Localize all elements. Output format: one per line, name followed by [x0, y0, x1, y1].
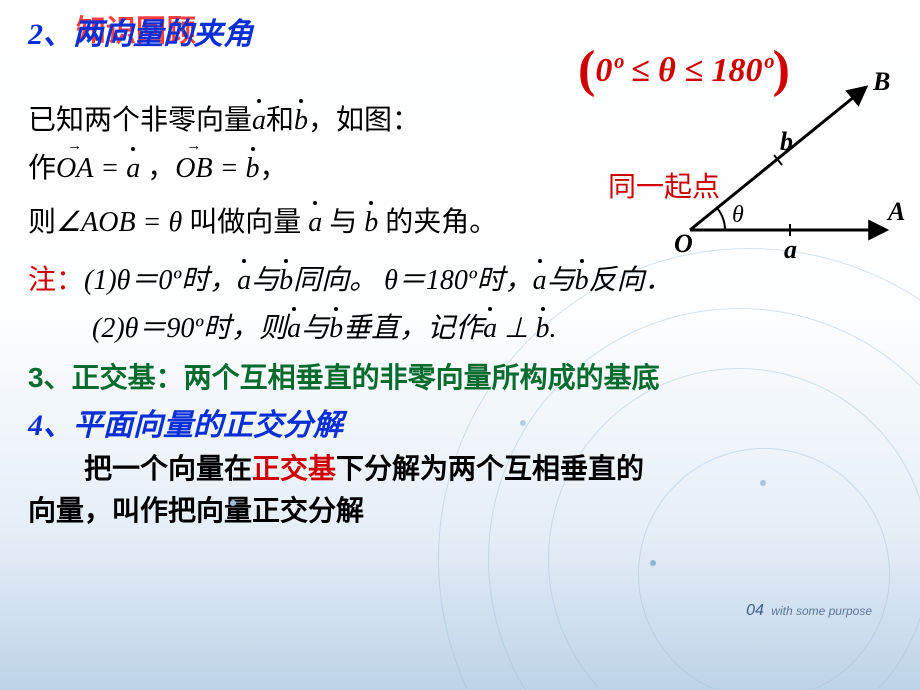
- note-label: 注：: [28, 265, 84, 296]
- txt: 叫做向量: [182, 207, 308, 238]
- txt: .: [550, 313, 557, 344]
- watermark-line: with some purpose: [771, 604, 872, 618]
- eq: =: [93, 153, 126, 184]
- perp-symbol: ⊥: [497, 313, 535, 344]
- txt: (2)θ＝90º时，则: [92, 313, 287, 344]
- note-2: (2)θ＝90º时，则a与b垂直，记作a ⊥ b.: [92, 306, 906, 346]
- paragraph: 把一个向量在正交基下分解为两个互相垂直的向量，叫作把向量正交分解: [28, 448, 668, 532]
- angle-diagram: O A B a b θ: [670, 60, 910, 260]
- bg-dot: [650, 560, 656, 566]
- vec-a: a: [287, 313, 301, 345]
- txt: 则: [28, 207, 56, 238]
- bg-dot: [520, 420, 526, 426]
- txt: 与: [301, 313, 329, 344]
- eq: =: [213, 153, 246, 184]
- vec-b: b: [575, 265, 589, 297]
- bg-dot: [760, 480, 766, 486]
- txt: ，: [260, 153, 288, 184]
- vec-b: b: [279, 265, 293, 297]
- txt: 反向．: [589, 265, 673, 296]
- txt: 把一个向量在: [28, 453, 252, 484]
- vec-a: a: [533, 265, 547, 297]
- angle-arc: [717, 208, 725, 230]
- txt: θ＝180º时，: [384, 265, 532, 296]
- vec-a: a: [126, 153, 140, 185]
- txt: 和: [266, 105, 294, 136]
- title-overlap: 知识回顾 2、两向量的夹角: [28, 6, 906, 46]
- vec-a: a: [252, 105, 266, 137]
- label-theta: θ: [732, 202, 744, 228]
- txt: 垂直，记作: [343, 313, 483, 344]
- vec-b: b: [536, 313, 550, 345]
- watermark: 04 with some purpose: [746, 602, 872, 620]
- vec-OB: OB: [175, 153, 212, 185]
- label-O: O: [674, 229, 693, 258]
- bg-dot: [230, 500, 236, 506]
- slide: 04 with some purpose 知识回顾 2、两向量的夹角 (0º ≤…: [0, 0, 920, 690]
- txt: 作: [28, 153, 56, 184]
- txt: ，: [140, 153, 175, 184]
- txt: 已知两个非零向量: [28, 105, 252, 136]
- label-a: a: [784, 235, 797, 260]
- txt: ，如图：: [308, 105, 420, 136]
- vec-b: b: [246, 153, 260, 185]
- txt: (1)θ＝0º时，: [84, 265, 237, 296]
- vec-b: b: [329, 313, 343, 345]
- vec-a: a: [237, 265, 251, 297]
- angle-AOB: ∠AOB = θ: [56, 207, 182, 238]
- label-B: B: [872, 67, 890, 96]
- vec-OA: OA: [56, 153, 93, 185]
- txt: 与: [251, 265, 279, 296]
- txt: 与: [322, 207, 364, 238]
- lparen: (: [578, 41, 595, 98]
- vec-a: a: [308, 207, 322, 239]
- txt: 的夹角。: [378, 207, 497, 238]
- title-front: 2、两向量的夹角: [28, 9, 253, 53]
- red-term: 正交基: [252, 453, 336, 484]
- label-A: A: [886, 197, 905, 226]
- vec-b: b: [364, 207, 378, 239]
- heading-3: 3、正交基：两个互相垂直的非零向量所构成的基底: [28, 356, 906, 396]
- txt: 与: [547, 265, 575, 296]
- vec-b: b: [294, 105, 308, 137]
- vec-a: a: [483, 313, 497, 345]
- label-b: b: [780, 127, 793, 156]
- watermark-num: 04: [746, 602, 764, 619]
- heading-4: 4、平面向量的正交分解: [28, 400, 906, 444]
- txt: 同向。: [293, 265, 377, 296]
- note-1: 注：(1)θ＝0º时，a与b同向。 θ＝180º时，a与b反向．: [28, 258, 906, 298]
